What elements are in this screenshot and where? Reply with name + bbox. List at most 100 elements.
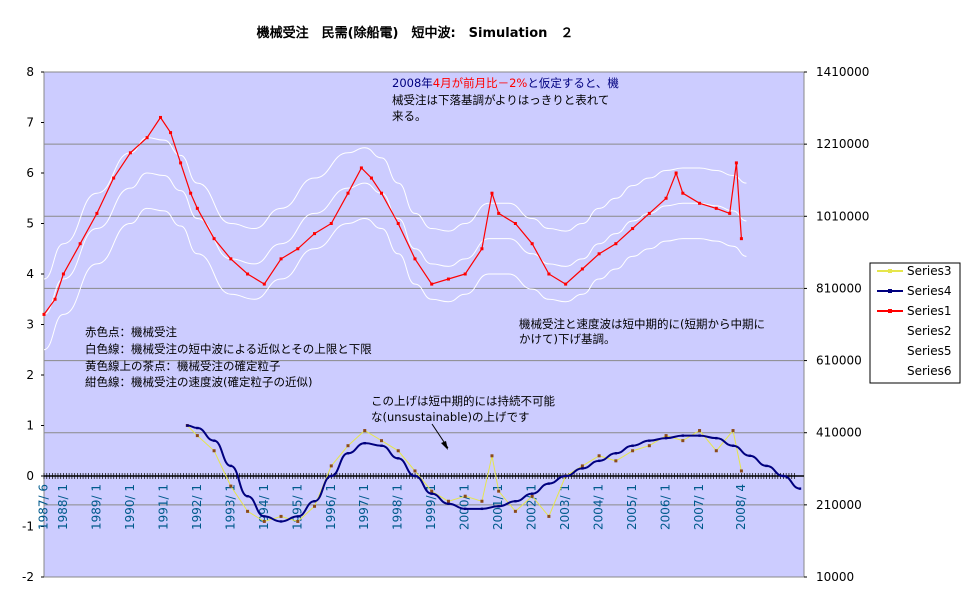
x-tick-label: 1992/ 1	[190, 484, 204, 530]
series-point-series1	[329, 222, 333, 225]
series-point-series3	[547, 514, 551, 518]
series-point-series1	[169, 131, 173, 135]
y-axis-left: 8 7 6 5 4 3 2 1 0 -1 -2	[22, 65, 44, 584]
series-point-series4	[631, 444, 634, 447]
series-point-series4	[530, 492, 534, 495]
y-axis-right: 1410000 1210000 1010000 810000 610000 410000 2…	[804, 65, 869, 584]
legend-label-series2: Series2	[907, 324, 952, 338]
series-point-series4	[698, 434, 701, 437]
series-point-series3	[647, 444, 651, 448]
series-point-series4	[263, 515, 266, 518]
series-point-series3	[212, 449, 216, 453]
series-point-series3	[279, 514, 283, 518]
series-point-series4	[413, 474, 417, 478]
y2-tick-label: 210000	[816, 498, 862, 512]
series-point-series4	[229, 464, 233, 468]
series-point-series3	[664, 434, 668, 438]
series-point-series4	[380, 444, 383, 447]
series-point-series3	[530, 494, 534, 498]
series-point-series1	[647, 211, 651, 215]
legend-marker-series1	[888, 309, 892, 313]
series-line-series1	[43, 116, 742, 315]
x-tick-label: 1987/ 6	[37, 484, 51, 530]
unsustainable-note-line2: な(unsustainable)の上げです	[371, 410, 529, 424]
y-tick-label: 7	[26, 116, 34, 130]
series-point-series3	[346, 444, 350, 448]
series-point-series4	[765, 464, 768, 468]
series-point-series3	[698, 429, 702, 433]
series-point-series3	[430, 489, 434, 493]
series-point-series4	[196, 426, 199, 430]
y2-tick-label: 810000	[816, 281, 862, 295]
series-point-series1	[564, 282, 568, 286]
series-point-series3	[614, 459, 618, 463]
x-tick-label: 2000/ 1	[458, 484, 472, 530]
top-note-line1: 2008年4月が前月比－2%と仮定すると、機	[392, 76, 619, 90]
y2-tick-label: 1210000	[816, 137, 869, 151]
x-tick-label: 1989/ 1	[89, 484, 103, 530]
series-point-series3	[739, 469, 743, 473]
series-point-series3	[463, 494, 467, 498]
series-point-series4	[246, 495, 249, 498]
series-point-series4	[547, 482, 551, 485]
series-point-series4	[186, 424, 189, 427]
series-point-series3	[329, 464, 333, 468]
legend-label-series5: Series5	[907, 344, 952, 358]
x-tick-label: 1990/ 1	[123, 484, 137, 530]
legend-label-series6: Series6	[907, 364, 952, 378]
y-tick-label: 8	[26, 65, 34, 79]
series-point-series1	[728, 211, 732, 215]
series-point-series1	[359, 166, 363, 170]
series-point-series3	[580, 464, 584, 468]
y-tick-label: 3	[26, 318, 34, 332]
series-point-series3	[379, 439, 383, 443]
x-tick-label: 2004/ 1	[592, 484, 606, 530]
x-tick-label: 1993/ 1	[223, 484, 237, 530]
series-point-series1	[61, 272, 65, 276]
series-point-series1	[580, 267, 584, 271]
annotation-arrowhead	[441, 441, 448, 450]
series-point-series4	[514, 500, 517, 503]
series-point-series3	[229, 484, 233, 488]
series-point-series1	[145, 136, 149, 140]
series-point-series4	[313, 500, 316, 503]
x-tick-label: 2007/ 1	[692, 484, 706, 530]
series-point-series1	[112, 176, 116, 180]
series-point-series4	[731, 444, 735, 447]
series-point-series1	[42, 312, 46, 316]
series-point-series3	[363, 429, 367, 433]
plot-area	[43, 71, 805, 578]
series-point-series1	[614, 242, 618, 246]
series-point-series4	[363, 441, 366, 445]
legend-marker-series3	[888, 269, 892, 273]
x-tick-label: 1996/ 1	[324, 484, 338, 530]
legend-label-series3: Series3	[907, 264, 952, 278]
series-point-series4	[564, 474, 567, 478]
series-point-series1	[734, 161, 738, 165]
y-tick-label: 1	[26, 419, 34, 433]
series-point-series3	[413, 469, 417, 473]
series-point-series1	[128, 151, 132, 155]
series-point-series3	[490, 454, 494, 458]
series-point-series1	[681, 191, 685, 195]
y-tick-label: 0	[26, 469, 34, 483]
y-tick-label: 5	[26, 217, 34, 231]
series-point-series3	[497, 489, 501, 493]
legend-marker-series4	[888, 289, 892, 293]
series-point-series1	[246, 272, 250, 276]
y2-tick-label: 1010000	[816, 209, 869, 223]
series-point-series3	[446, 499, 450, 503]
series-point-series4	[614, 452, 618, 455]
series-point-series4	[497, 505, 500, 508]
y2-tick-label: 610000	[816, 354, 862, 368]
series-point-series3	[513, 509, 517, 513]
series-point-series4	[397, 457, 400, 460]
legend-note-line2: 白色線：機械受注の短中波による近似とその上限と下限	[85, 342, 372, 356]
legend: Series3 Series4 Series1 Series2 Series5 Serie…	[869, 262, 961, 384]
series-point-series3	[396, 449, 400, 453]
series-point-series4	[648, 439, 651, 442]
series-point-series3	[597, 454, 601, 458]
x-tick-label: 2003/ 1	[558, 484, 572, 530]
series-point-series1	[53, 297, 57, 301]
series-point-series3	[631, 449, 635, 453]
